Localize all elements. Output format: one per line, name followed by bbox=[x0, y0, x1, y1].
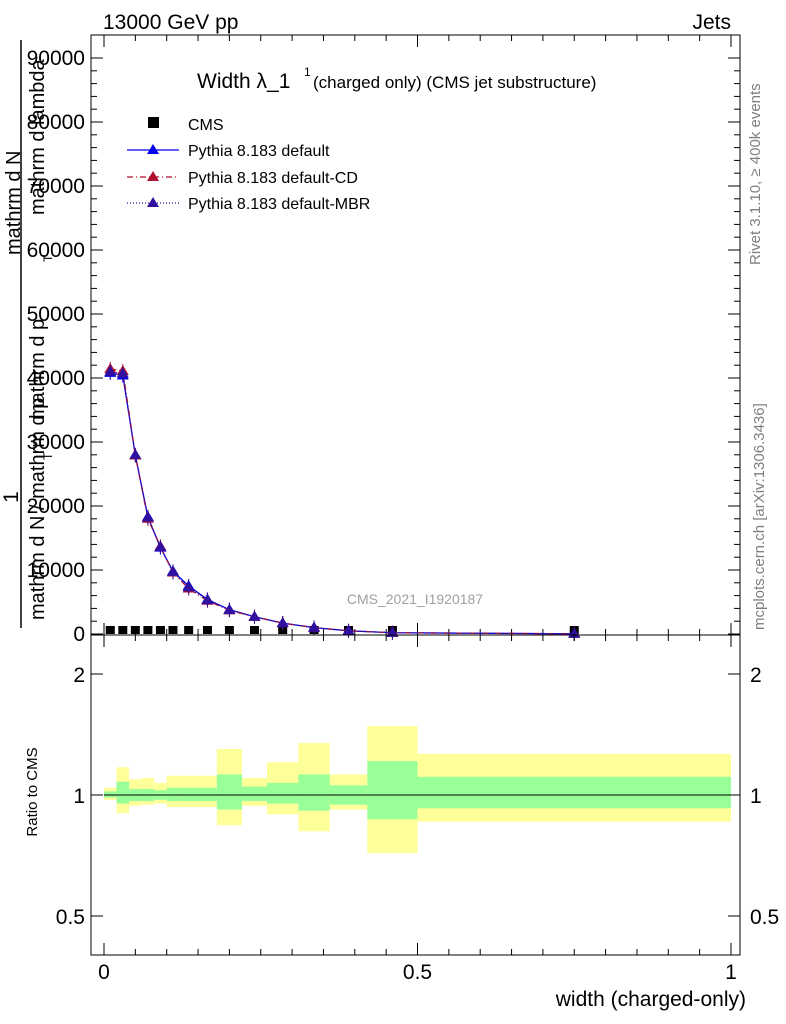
legend-label-cd: Pythia 8.183 default-CD bbox=[188, 170, 358, 187]
main-ytick-label: 90000 bbox=[27, 47, 85, 70]
main-ytick-label: 70000 bbox=[27, 175, 85, 198]
ratio-xticks: 0 0.5 1 bbox=[98, 635, 737, 984]
series-marker bbox=[342, 624, 355, 635]
legend: CMS Pythia 8.183 default Pythia 8.183 de… bbox=[127, 117, 370, 213]
cms-data-point bbox=[168, 626, 178, 634]
series-marker bbox=[104, 365, 117, 376]
mcplots-label: mcplots.cern.ch [arXiv:1306.3436] bbox=[751, 403, 768, 630]
ylabel-dN: mathrm d N bbox=[3, 151, 25, 255]
ylabel-denominator: mathrm d N / mathrm d p bbox=[27, 398, 49, 620]
title-sup: 1 bbox=[304, 65, 311, 79]
ylabel-subscript-t1: T bbox=[41, 452, 55, 460]
cms-data-point bbox=[118, 626, 128, 634]
cms-data-point bbox=[249, 626, 259, 634]
ratio-band-stat bbox=[198, 787, 217, 802]
ylabel-one: 1 bbox=[0, 491, 23, 503]
series-marker bbox=[182, 581, 195, 592]
ratio-band-stat bbox=[267, 782, 299, 804]
series-2 bbox=[104, 362, 581, 641]
title-rest: (charged only) (CMS jet substructure) bbox=[313, 73, 596, 92]
cms-data-point bbox=[105, 626, 115, 634]
ratio-band-stat bbox=[179, 787, 199, 802]
series-line bbox=[110, 370, 575, 635]
legend-marker-cms bbox=[148, 117, 159, 128]
main-ytick-label: 50000 bbox=[27, 303, 85, 326]
main-title: Width λ_1 1 (charged only) (CMS jet subs… bbox=[197, 65, 596, 93]
main-ylabel: 1 mathrm d N / mathrm d p T mathrm d p T… bbox=[0, 40, 55, 628]
ratio-ylabel: Ratio to CMS bbox=[24, 747, 41, 836]
ratio-xtick-label: 0 bbox=[98, 961, 110, 984]
ylabel-dlambda: mathrm d lambda bbox=[27, 59, 49, 215]
series-marker bbox=[201, 594, 214, 605]
main-ytick-label: 80000 bbox=[27, 111, 85, 134]
ratio-xtick-label: 1 bbox=[725, 961, 737, 984]
main-ytick-label: 40000 bbox=[27, 367, 85, 390]
ratio-band-stat bbox=[367, 761, 418, 820]
header-left: 13000 GeV pp bbox=[103, 11, 238, 34]
ratio-band-stat bbox=[417, 776, 731, 809]
ratio-band-stat bbox=[298, 774, 330, 811]
series-marker bbox=[166, 565, 179, 576]
title-main: Width λ_1 bbox=[197, 70, 290, 93]
main-ytick-label: 0 bbox=[73, 623, 85, 646]
series-marker bbox=[154, 540, 167, 551]
series-1 bbox=[104, 365, 581, 641]
main-ytick-label: 60000 bbox=[27, 239, 85, 262]
main-series-layer bbox=[104, 362, 581, 641]
main-ytick-label: 20000 bbox=[27, 495, 85, 518]
ratio-xlabel: width (charged-only) bbox=[555, 988, 746, 1011]
series-marker bbox=[223, 604, 236, 614]
ratio-ytick-label: 1 bbox=[73, 785, 85, 808]
series-marker bbox=[276, 617, 289, 628]
ratio-ytick-label-right: 2 bbox=[750, 664, 762, 687]
cms-data-point bbox=[224, 626, 234, 634]
analysis-watermark: CMS_2021_I1920187 bbox=[347, 591, 483, 607]
cms-data-point bbox=[130, 626, 140, 634]
rivet-label: Rivet 3.1.10, ≥ 400k events bbox=[747, 83, 764, 265]
header-right: Jets bbox=[692, 11, 731, 34]
ratio-band-stat bbox=[241, 786, 268, 802]
series-marker bbox=[308, 621, 321, 632]
series-marker bbox=[116, 367, 129, 378]
cms-data-point bbox=[202, 626, 212, 634]
legend-label-default: Pythia 8.183 default bbox=[188, 143, 330, 160]
cms-data-point bbox=[184, 626, 194, 634]
series-3 bbox=[104, 364, 581, 641]
ratio-ytick-label: 2 bbox=[73, 664, 85, 687]
ratio-ytick-label-right: 1 bbox=[750, 785, 762, 808]
main-yticks: 0 10000 20000 30000 40000 50000 60000 70000 8000… bbox=[27, 47, 740, 646]
cms-data-point bbox=[155, 626, 165, 634]
ratio-band-stat bbox=[104, 791, 117, 798]
legend-marker-mbr bbox=[147, 197, 159, 207]
legend-label-mbr: Pythia 8.183 default-MBR bbox=[188, 196, 370, 213]
ratio-ytick-label-right: 0.5 bbox=[750, 906, 779, 929]
ratio-band-stat bbox=[216, 774, 242, 810]
main-ytick-label: 30000 bbox=[27, 431, 85, 454]
series-marker bbox=[386, 626, 399, 637]
series-marker bbox=[129, 448, 142, 459]
legend-marker-default bbox=[147, 144, 159, 154]
ratio-bands-layer bbox=[104, 726, 731, 854]
ratio-ytick-label: 0.5 bbox=[56, 906, 85, 929]
series-marker bbox=[141, 511, 154, 522]
series-line bbox=[110, 372, 575, 635]
ratio-yticks: 0.5 0.5 1 1 2 2 bbox=[56, 664, 779, 929]
legend-label-cms: CMS bbox=[188, 117, 224, 134]
series-line bbox=[110, 368, 575, 635]
series-marker bbox=[248, 610, 261, 621]
ylabel-subscript-t2: T bbox=[41, 254, 55, 262]
legend-marker-cd bbox=[147, 171, 159, 181]
ratio-band-stat bbox=[166, 787, 180, 802]
cms-data-point bbox=[143, 626, 153, 634]
ratio-band-stat bbox=[116, 781, 130, 804]
ratio-xtick-label: 0.5 bbox=[403, 961, 432, 984]
main-ytick-label: 10000 bbox=[27, 559, 85, 582]
ylabel-dp: mathrm d p bbox=[27, 319, 49, 420]
